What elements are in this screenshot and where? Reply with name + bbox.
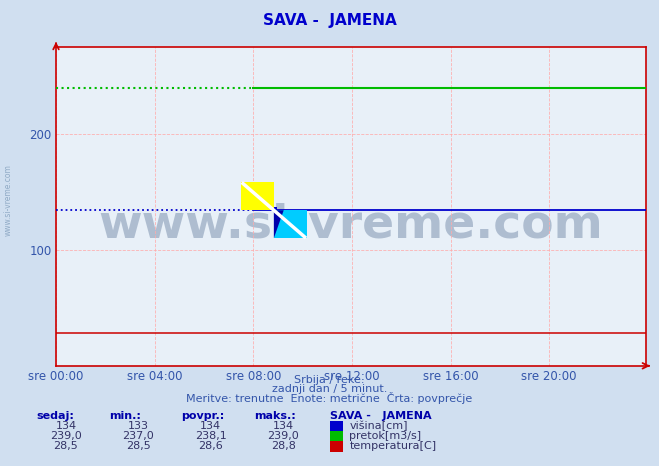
Bar [274,210,306,238]
Text: 28,5: 28,5 [126,441,151,452]
Text: www.si-vreme.com: www.si-vreme.com [99,203,603,248]
Text: SAVA -  JAMENA: SAVA - JAMENA [263,14,396,28]
Text: min.:: min.: [109,411,140,421]
Bar [241,182,274,210]
Text: maks.:: maks.: [254,411,295,421]
Text: 239,0: 239,0 [268,431,299,441]
Text: 239,0: 239,0 [50,431,82,441]
Text: www.si-vreme.com: www.si-vreme.com [4,164,13,236]
Text: povpr.:: povpr.: [181,411,225,421]
Text: 237,0: 237,0 [123,431,154,441]
Text: Srbija / reke.: Srbija / reke. [295,375,364,385]
Text: sedaj:: sedaj: [36,411,74,421]
Text: Meritve: trenutne  Enote: metrične  Črta: povprečje: Meritve: trenutne Enote: metrične Črta: … [186,392,473,404]
Text: 134: 134 [273,421,294,431]
Text: SAVA -   JAMENA: SAVA - JAMENA [330,411,431,421]
Text: 28,8: 28,8 [271,441,296,452]
Polygon shape [274,210,284,238]
Text: zadnji dan / 5 minut.: zadnji dan / 5 minut. [272,384,387,394]
Text: 133: 133 [128,421,149,431]
Bar [274,207,277,210]
Text: 28,6: 28,6 [198,441,223,452]
Text: višina[cm]: višina[cm] [349,421,408,431]
Text: 134: 134 [55,421,76,431]
Text: pretok[m3/s]: pretok[m3/s] [349,431,421,441]
Text: 238,1: 238,1 [195,431,227,441]
Text: 28,5: 28,5 [53,441,78,452]
Text: 134: 134 [200,421,221,431]
Text: temperatura[C]: temperatura[C] [349,441,436,452]
